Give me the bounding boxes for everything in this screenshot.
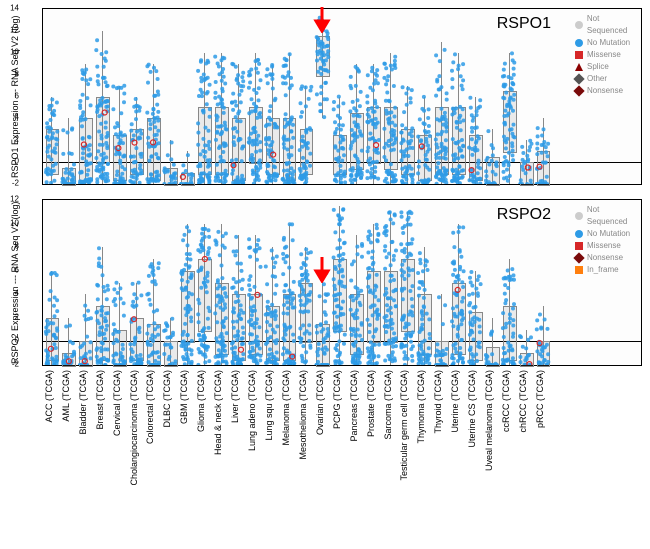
x-category-label: AML (TCGA) [61,370,71,422]
x-category-label: Uterine CS (TCGA) [467,370,477,448]
ytick: 8 [15,69,22,78]
ytick: 10 [10,218,22,227]
x-category-label: DLBC (TCGA) [162,370,172,428]
legend-item: Nonsense [575,252,641,264]
legend-rspo1: Not SequencedNo MutationMissenseSpliceOt… [575,13,641,97]
ytick: -2 [12,179,22,188]
x-category-label: Cholangiocarcinoma (TCGA) [129,370,139,486]
legend-item: Splice [575,61,641,73]
legend-item: Not Sequenced [575,13,641,37]
x-category-label: Mesothelioma (TCGA) [298,370,308,460]
ytick: 0 [15,157,22,166]
plot-area-rspo2: RSPO2 Not SequencedNo MutationMissenseNo… [42,199,642,366]
plot-area-rspo1: RSPO1 Not SequencedNo MutationMissenseSp… [42,8,642,185]
x-category-label: ccRCC (TCGA) [501,370,511,432]
ytick: -2 [12,360,22,369]
ytick: 6 [15,265,22,274]
x-category-label: Thyroid (TCGA) [433,370,443,434]
scatter-layer [43,200,551,365]
ytick: 10 [10,47,22,56]
legend-item: No Mutation [575,228,641,240]
x-category-label: Ovarian (TCGA) [315,370,325,435]
x-category-label: Liver (TCGA) [230,370,240,423]
ytick: 4 [15,289,22,298]
legend-item: Missense [575,49,641,61]
x-category-label: Breast (TCGA) [95,370,105,430]
ytick: 2 [15,312,22,321]
x-category-label: Thymoma (TCGA) [416,370,426,444]
x-category-label: Head & neck (TCGA) [213,370,223,455]
x-category-label: Lung adeno (TCGA) [247,370,257,451]
panel-rspo2: RSPO2 Expression --- RNA Seq V2 (log) -2… [8,199,642,366]
legend-item: In_frame [575,264,641,276]
x-category-label: Bladder (TCGA) [78,370,88,435]
x-category-label: PCPG (TCGA) [332,370,342,429]
ytick: 2 [15,135,22,144]
ytick: 6 [15,91,22,100]
ytick: 12 [10,195,22,204]
x-category-label: Testicular germ cell (TCGA) [399,370,409,481]
x-category-label: Melanoma (TCGA) [281,370,291,446]
x-category-label: Prostate (TCGA) [366,370,376,437]
x-category-label: chRCC (TCGA) [518,370,528,433]
legend-item: Nonsense [575,85,641,97]
figure: RSPO1 Expression --- RNA Seq V2 (log) -2… [8,8,642,496]
legend-rspo2: Not SequencedNo MutationMissenseNonsense… [575,204,641,276]
x-category-label: Uterine (TCGA) [450,370,460,433]
arrow-icon [313,5,331,33]
legend-item: Other [575,73,641,85]
x-category-label: Lung squ (TCGA) [264,370,274,441]
x-category-label: GBM (TCGA) [179,370,189,424]
arrow-icon [313,255,331,283]
ytick: 12 [10,25,22,34]
x-category-label: Uveal melanoma (TCGA) [484,370,494,471]
x-axis-labels: ACC (TCGA) AML (TCGA) Bladder (TCGA) Breast… [32,366,540,496]
ytick: 4 [15,113,22,122]
legend-item: Missense [575,240,641,252]
legend-item: No Mutation [575,37,641,49]
x-category-label: Pancreas (TCGA) [349,370,359,442]
ytick: 8 [15,242,22,251]
x-category-label: ACC (TCGA) [44,370,54,423]
panel-rspo1: RSPO1 Expression --- RNA Seq V2 (log) -2… [8,8,642,185]
legend-item: Not Sequenced [575,204,641,228]
ytick: 14 [10,4,22,13]
scatter-layer [43,9,551,184]
x-category-label: pRCC (TCGA) [535,370,545,428]
x-category-label: Colorectal (TCGA) [145,370,155,444]
x-category-label: Glioma (TCGA) [196,370,206,432]
x-category-label: Sarcoma (TCGA) [383,370,393,440]
ytick: 0 [15,336,22,345]
x-category-label: Cervical (TCGA) [112,370,122,436]
